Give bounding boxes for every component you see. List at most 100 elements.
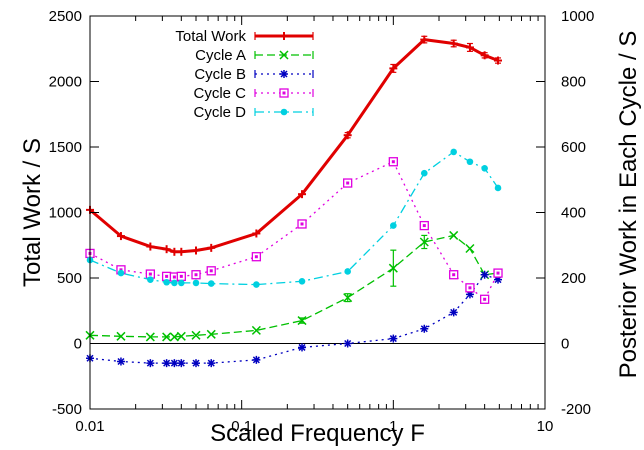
marker-stroke [177,359,185,367]
right-y-tick-label: 0 [561,336,569,353]
data-point [419,237,429,247]
data-point [207,243,216,252]
x-axis-title: Scaled Frequency F [210,420,425,447]
right-y-tick-label: 200 [561,270,586,287]
marker-stroke [117,357,125,366]
right-y-tick-label: -200 [561,401,591,418]
data-point [207,280,215,287]
marker-stroke [420,325,428,333]
marker-stroke [343,293,353,303]
data-point [450,148,457,156]
data-point [171,279,178,287]
marker-stroke [279,50,289,60]
marker-stroke [297,316,307,326]
data-point [465,283,475,293]
marker-stroke [163,359,171,367]
left-y-tick-label: 0 [74,336,82,353]
data-point [465,43,474,52]
data-point [253,281,260,288]
data-point [191,270,201,280]
data-point [191,330,201,340]
legend-marker [280,108,288,116]
data-point [192,359,201,368]
right-y-tick-label: 400 [561,205,586,222]
data-point [116,357,125,366]
series-line [89,234,499,338]
left-y-tick-label: 1000 [49,205,82,222]
data-point [252,229,261,238]
data-point [207,359,216,368]
marker-stroke [169,332,179,342]
marker-stroke [280,70,288,78]
data-point [170,359,179,368]
data-point [343,339,352,348]
legend-entry: Cycle C [193,85,314,102]
data-point [251,252,262,262]
data-point [449,39,458,48]
data-point [480,51,489,60]
marker-dot [391,160,395,164]
marker-dot [194,273,198,277]
left-y-axis-title: Total Work / S [19,138,46,287]
data-point [297,316,307,326]
data-point [146,242,155,251]
data-point [481,164,488,172]
marker-dot [254,255,258,259]
marker-stroke [176,331,186,341]
data-point [465,243,475,254]
data-point [177,359,186,368]
marker-dot [452,273,456,277]
data-point [298,277,306,285]
data-point [116,331,126,341]
series-layer [85,35,503,368]
marker-stroke [162,332,172,342]
legend: Total Work Cycle A Cycle B Cycle C Cycle D [175,28,314,121]
data-point [147,276,154,283]
x-tick-label: 0.1 [231,418,252,435]
series-line [89,151,499,286]
series-cycle-a [85,230,503,342]
marker-dot [165,274,169,278]
data-point [192,279,200,287]
data-point [146,359,155,368]
marker-stroke [419,237,429,247]
series-line [89,38,499,254]
data-point [343,178,353,188]
x-tick-label: 10 [537,418,554,435]
data-point [420,35,429,44]
series-cycle-d [86,148,502,288]
marker-stroke [170,359,178,367]
data-point [449,308,458,317]
marker-dot [496,271,500,275]
data-point [480,270,489,279]
data-point [389,334,398,343]
data-point [343,293,353,303]
right-y-tick-label: 1000 [561,8,594,25]
right-y-axis-title: Posterior Work in Each Cycle / S [615,31,642,379]
marker-dot [148,272,152,276]
data-point [420,169,428,177]
x-tick-label: 0.01 [75,418,104,435]
marker-stroke [116,331,126,341]
left-y-tick-label: 2000 [49,74,82,91]
data-point [466,158,474,166]
marker-dot [282,91,286,95]
data-point [449,270,459,280]
series-cycle-b [86,270,503,368]
marker-stroke [450,308,458,316]
marker-stroke [252,356,260,364]
legend-entry: Cycle A [195,47,314,64]
data-point [389,64,398,73]
legend-marker [279,88,289,98]
marker-stroke [449,230,459,240]
data-point [117,269,125,277]
data-point [252,355,261,364]
marker-dot [468,286,472,290]
marker-dot [300,222,304,226]
tick-layer: 0.01 0.1 1 10 -500 0 500 1000 1500 2000 2500 -200 0 2… [49,8,595,435]
legend-label: Total Work [175,28,246,45]
marker-dot [209,269,213,273]
data-point [344,268,351,275]
marker-stroke [344,339,352,348]
